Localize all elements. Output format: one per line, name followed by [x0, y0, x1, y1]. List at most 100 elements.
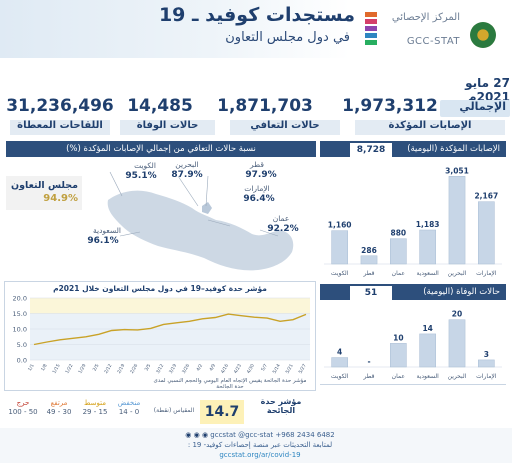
severity-scale-label: المقياس (نقطة): [153, 407, 195, 414]
trend-x-tick: 3/19: [168, 363, 178, 375]
trend-chart: 20.015.010.05.00.01/1 1/8 1/15 1/22 1/29 2/5 2…: [13, 295, 310, 375]
daily-confirmed-header: الإصابات المؤكدة (اليومية): [320, 141, 506, 157]
daily-deaths-total: 51: [350, 286, 392, 300]
map-country-saudi: السعودية: [92, 226, 121, 235]
deaths-category-label: البحرين: [448, 373, 467, 380]
daily-confirmed-title: الإصابات المؤكدة (اليومية): [407, 144, 500, 154]
deaths-value-label: 10: [393, 333, 403, 342]
daily-deaths-header: حالات الوفاة (اليومية): [320, 284, 506, 300]
trend-x-tick: 4/16: [220, 363, 230, 375]
severity-label: مؤشر حدة الجائحة: [260, 397, 302, 415]
deaths-category-label: الكويت: [331, 373, 349, 380]
severity-level-medium-range: 15 - 29: [82, 408, 108, 416]
trend-x-tick: 1/15: [51, 363, 61, 375]
footer-follow-text: لمتابعة التحديثات عبر منصة إحصاءات كوفيد…: [187, 441, 333, 449]
gcc-average-box: [6, 176, 82, 210]
severity-level-low-name: منخفض: [117, 399, 141, 407]
deaths-bar: [419, 333, 436, 368]
trend-x-tick: 3/26: [181, 363, 191, 375]
trend-note: مؤشر حدة الجائحة يقيس الإتجاه العام اليو…: [153, 378, 307, 390]
confirmed-value-label: 2,167: [474, 192, 498, 201]
confirmed-bar: [360, 255, 378, 265]
trend-x-tick: 1/22: [64, 363, 74, 375]
confirmed-bar: [390, 238, 407, 265]
deaths-total: 14,485: [127, 96, 193, 116]
trend-x-tick: 2/19: [116, 363, 126, 375]
gcc-stat-logo-icon: [365, 12, 377, 45]
confirmed-label: الإصابات المؤكدة: [355, 120, 505, 135]
trend-panel: [4, 281, 316, 391]
map-country-kuwait: الكويت: [134, 161, 156, 170]
severity-level-medium-name: متوسط: [84, 399, 106, 407]
deaths-label: حالات الوفاة: [120, 120, 215, 135]
vaccines-total: 31,236,496: [6, 96, 114, 116]
confirmed-category-label: السعودية: [416, 270, 439, 277]
social-icons: ◉ ◉ ◉: [185, 431, 211, 439]
trend-band: [30, 313, 310, 360]
map-title: نسبة حالات التعافي من إجمالي الإصابات ال…: [6, 141, 316, 157]
trend-x-tick: 2/26: [129, 363, 139, 375]
trend-x-tick: 4/23: [233, 363, 243, 375]
header-banner: [0, 0, 350, 58]
map-country-uae: الإمارات: [244, 184, 270, 193]
confirmed-total: 1,973,312: [342, 96, 438, 116]
severity-level-high: مرتفع 30 - 49: [42, 399, 76, 417]
deaths-value-label: 3: [484, 350, 489, 359]
trend-y-tick: 0.0: [17, 357, 27, 365]
confirmed-category-label: الكويت: [331, 270, 349, 277]
deaths-value-label: -: [367, 357, 370, 366]
deaths-bar: [478, 359, 495, 368]
deaths-value-label: 4: [337, 348, 342, 357]
trend-y-tick: 20.0: [13, 295, 27, 303]
deaths-category-label: الإمارات: [476, 373, 497, 380]
daily-confirmed-chart: 1,160 الكويت 286 قطر 880 عمان 1,183 السعودية 3,0…: [324, 166, 502, 277]
trend-y-tick: 5.0: [17, 341, 27, 349]
footer: [0, 428, 512, 463]
trend-x-tick: 3/5: [143, 363, 152, 372]
trend-x-tick: 5/27: [297, 363, 307, 375]
trend-x-tick: 5/7: [260, 363, 269, 372]
org-abbrev: GCC-STAT: [406, 36, 460, 47]
trend-x-tick: 1/1: [27, 363, 36, 372]
trend-band: [30, 298, 310, 314]
deaths-bar: [448, 319, 466, 368]
gcc-map: [107, 171, 294, 271]
confirmed-category-label: الإمارات: [476, 270, 497, 277]
trend-y-tick: 15.0: [13, 310, 27, 318]
trend-x-tick: 4/2: [195, 363, 204, 372]
recovered-label: حالات التعافي: [230, 120, 340, 135]
trend-x-tick: 4/30: [246, 363, 256, 375]
trend-x-tick: 5/14: [272, 363, 282, 375]
confirmed-category-label: عمان: [392, 270, 405, 277]
severity-level-high-name: مرتفع: [50, 399, 68, 407]
daily-deaths-chart: 4 الكويت - قطر 10 عمان 14 السعودية 20 البحرين 3 الإ…: [324, 310, 502, 380]
confirmed-value-label: 1,183: [416, 220, 440, 229]
gcc-average-label: مجلس التعاون: [11, 180, 78, 191]
confirmed-bar: [331, 230, 348, 265]
deaths-category-label: قطر: [362, 373, 374, 380]
deaths-bar: [390, 343, 407, 368]
daily-deaths-title: حالات الوفاة (اليومية): [423, 287, 500, 297]
footer-url-link[interactable]: gccstat.org/ar/covid-19: [219, 451, 301, 459]
confirmed-value-label: 1,160: [328, 221, 352, 230]
severity-level-critical-range: 50 - 100: [8, 408, 38, 416]
gcc-emblem-icon: [470, 22, 496, 48]
map-country-oman: عمان: [272, 214, 290, 223]
footer-social-handles: ◉ ◉ ◉ gccstat @gcc-stat +968 2434 6482: [130, 431, 390, 439]
confirmed-value-label: 880: [391, 229, 407, 238]
divider: [320, 384, 506, 385]
deaths-bar: [331, 357, 348, 368]
map-country-bahrain: البحرين: [175, 160, 199, 169]
trend-title: مؤشر حدة كوفيد–19 في دول مجلس التعاون خل…: [53, 284, 267, 293]
severity-level-low: منخفض 0 - 14: [112, 399, 146, 417]
confirmed-bar: [478, 201, 495, 265]
deaths-category-label: عمان: [392, 373, 405, 380]
trend-x-tick: 5/21: [285, 363, 295, 375]
totals-label: الإجمالي: [440, 100, 510, 117]
severity-value: 14.7: [200, 400, 244, 424]
map-pct-oman: 92.2%: [267, 224, 299, 234]
trend-x-tick: 2/12: [103, 363, 113, 375]
confirmed-bar: [448, 176, 466, 265]
trend-x-tick: 1/8: [40, 363, 49, 372]
deaths-value-label: 14: [422, 324, 432, 333]
